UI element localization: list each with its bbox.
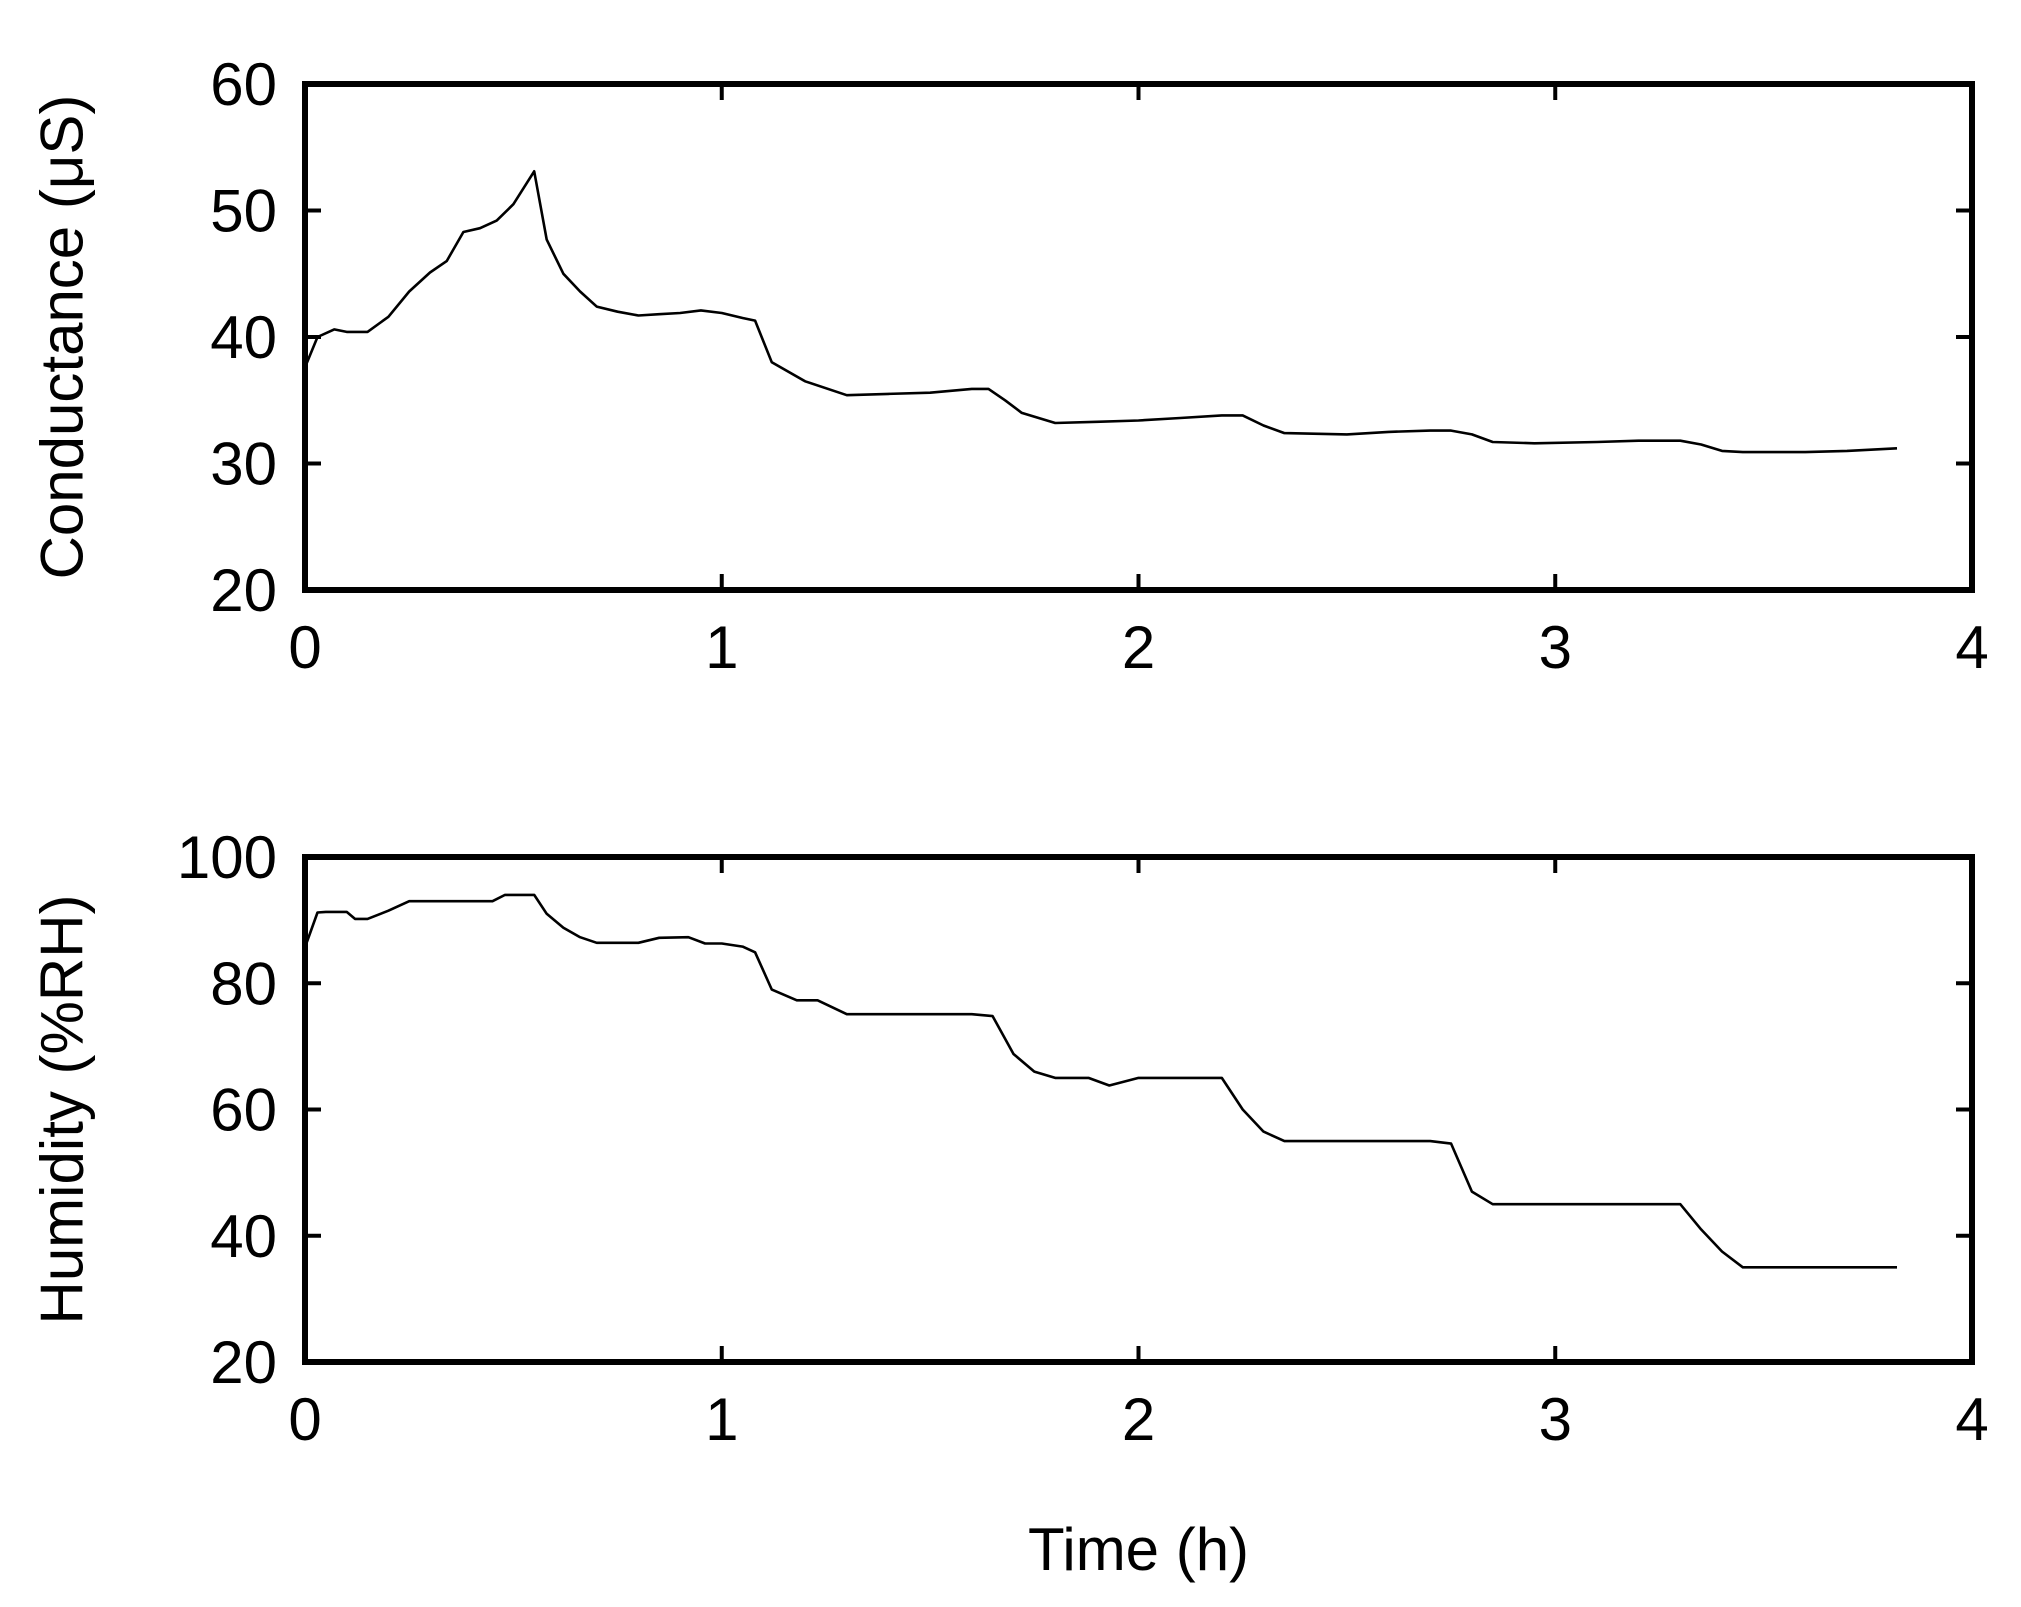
y-tick-label: 40: [210, 304, 277, 371]
humidity-panel: 0 1 2 3 4 20 40 60 80 100 Humidity (%RH) Time (h): [29, 824, 1989, 1583]
conductance-panel: 0 1 2 3 4 20 30 40 50 60 Conductance (μS): [29, 51, 1989, 681]
x-tick-label: 0: [288, 1386, 321, 1453]
y-tick-label: 40: [210, 1203, 277, 1270]
plot-frame: [302, 81, 1975, 593]
x-tick-label: 4: [1955, 1386, 1988, 1453]
y-tick-label: 100: [177, 824, 277, 891]
y-tick-label: 60: [210, 51, 277, 118]
y-tick-label: 80: [210, 950, 277, 1017]
x-tick-label: 2: [1122, 1386, 1155, 1453]
x-tick-label: 3: [1539, 1386, 1572, 1453]
x-tick-label: 1: [705, 614, 738, 681]
data-line: [303, 170, 1898, 454]
x-tick-label: 4: [1955, 614, 1988, 681]
plot-frame: [302, 854, 1975, 1365]
y-tick-label: 60: [210, 1077, 277, 1144]
y-axis-label: Humidity (%RH): [29, 894, 96, 1324]
x-tick-label: 3: [1539, 614, 1572, 681]
y-axis-label: Conductance (μS): [29, 95, 96, 580]
x-tick-label: 1: [705, 1386, 738, 1453]
y-tick-label: 20: [210, 1329, 277, 1396]
data-line: [303, 893, 1897, 1269]
y-tick-label: 30: [210, 431, 277, 498]
x-tick-label: 0: [288, 614, 321, 681]
x-axis-label: Time (h): [1028, 1516, 1249, 1583]
y-tick-label: 50: [210, 178, 277, 245]
x-tick-label: 2: [1122, 614, 1155, 681]
y-tick-label: 20: [210, 557, 277, 624]
